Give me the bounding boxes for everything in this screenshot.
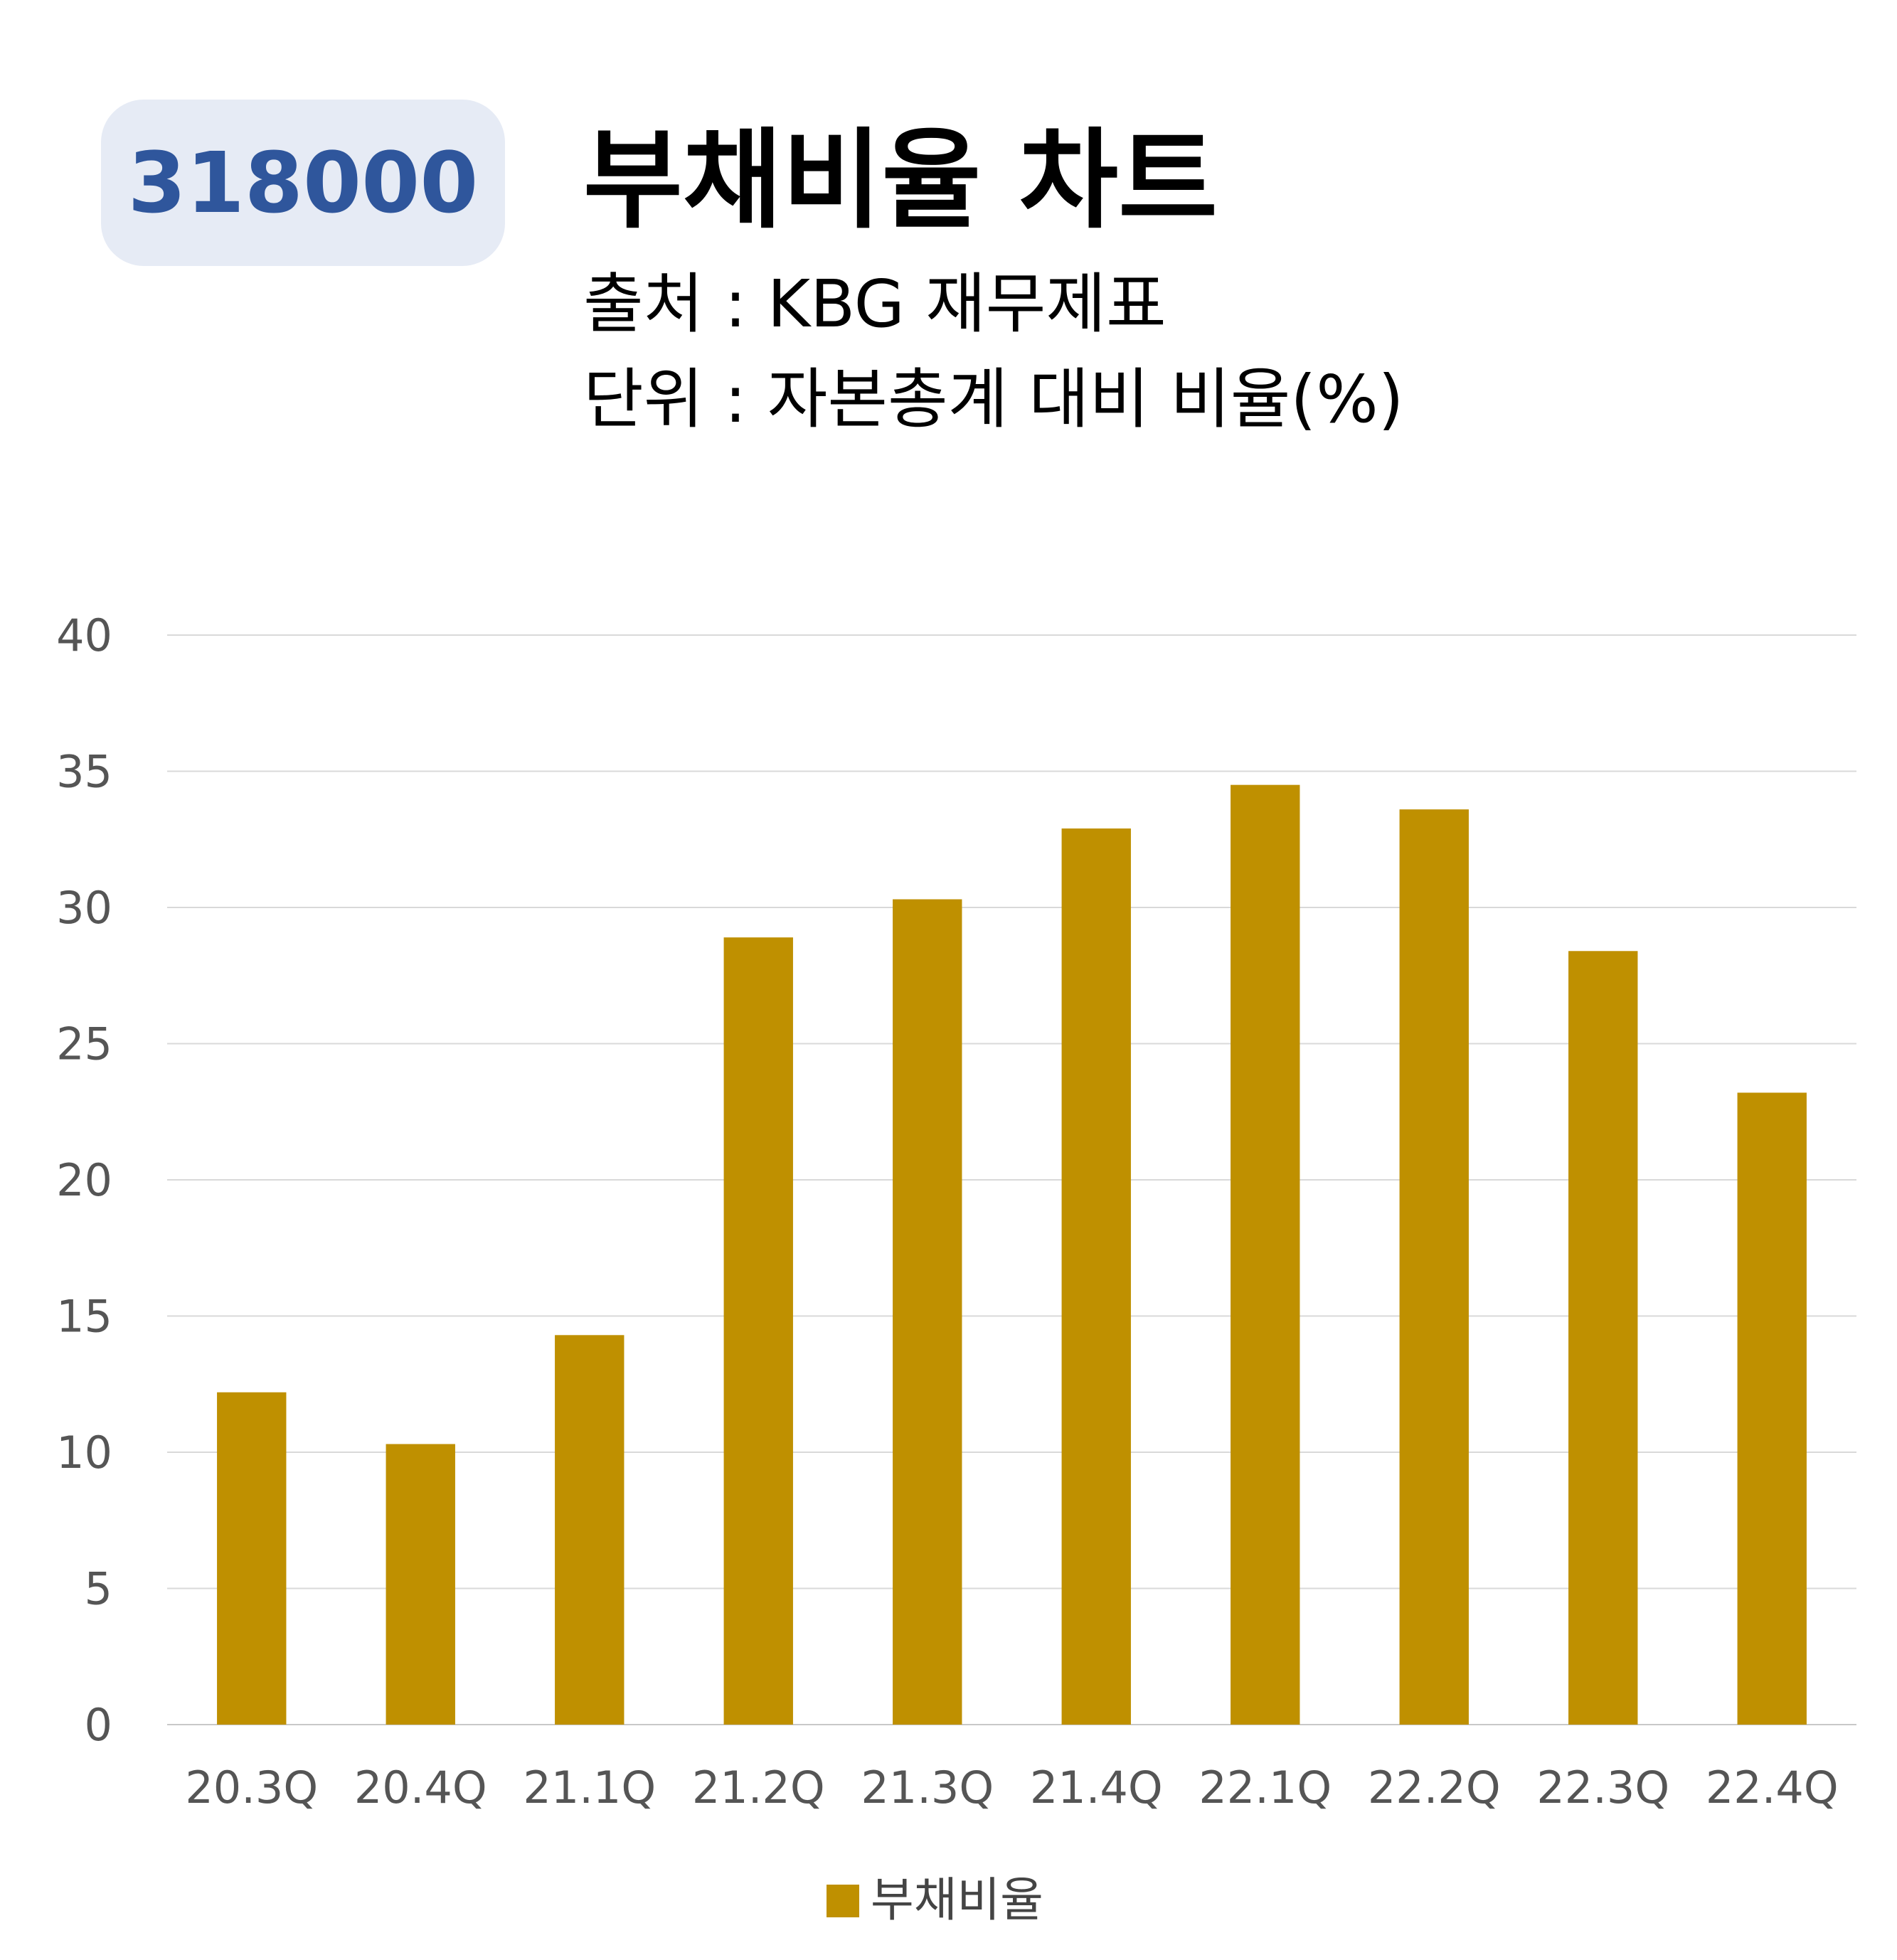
bar-20.3Q	[217, 1392, 287, 1725]
source-note: 출처 : KBG 재무제표	[583, 266, 1167, 342]
x-tick-label: 21.2Q	[692, 1762, 825, 1813]
y-tick-label: 35	[56, 746, 112, 798]
bar-20.4Q	[386, 1444, 455, 1725]
bar-21.2Q	[723, 937, 793, 1725]
y-tick-label: 40	[56, 609, 112, 661]
y-tick-label: 10	[56, 1427, 112, 1479]
y-tick-label: 15	[56, 1291, 112, 1343]
x-tick-label: 21.3Q	[861, 1762, 994, 1813]
bar-22.2Q	[1399, 809, 1469, 1725]
bar-21.3Q	[893, 899, 962, 1725]
x-tick-label: 20.4Q	[354, 1762, 487, 1813]
ticker-code: 318000	[127, 134, 479, 232]
y-tick-label: 25	[56, 1018, 112, 1070]
legend-swatch	[827, 1885, 859, 1917]
y-tick-label: 20	[56, 1154, 112, 1206]
y-tick-label: 30	[56, 882, 112, 934]
y-tick-label: 5	[85, 1563, 112, 1615]
x-tick-label: 21.1Q	[523, 1762, 656, 1813]
x-tick-label: 22.1Q	[1199, 1762, 1332, 1813]
x-tick-label: 20.3Q	[185, 1762, 318, 1813]
ticker-badge: 318000	[101, 100, 505, 266]
bar-21.4Q	[1061, 828, 1131, 1725]
x-tick-label: 22.4Q	[1706, 1762, 1839, 1813]
legend-label: 부채비율	[871, 1873, 1043, 1927]
x-tick-label: 21.4Q	[1030, 1762, 1163, 1813]
bar-22.3Q	[1568, 951, 1638, 1725]
unit-note: 단위 : 자본총계 대비 비율(%)	[583, 361, 1404, 437]
chart-title: 부채비율 차트	[583, 117, 1218, 243]
x-tick-label: 22.3Q	[1536, 1762, 1669, 1813]
bar-22.1Q	[1231, 784, 1300, 1725]
bar-22.4Q	[1737, 1092, 1807, 1725]
x-tick-label: 22.2Q	[1368, 1762, 1501, 1813]
y-tick-label: 0	[85, 1699, 112, 1751]
bar-21.1Q	[555, 1335, 625, 1725]
